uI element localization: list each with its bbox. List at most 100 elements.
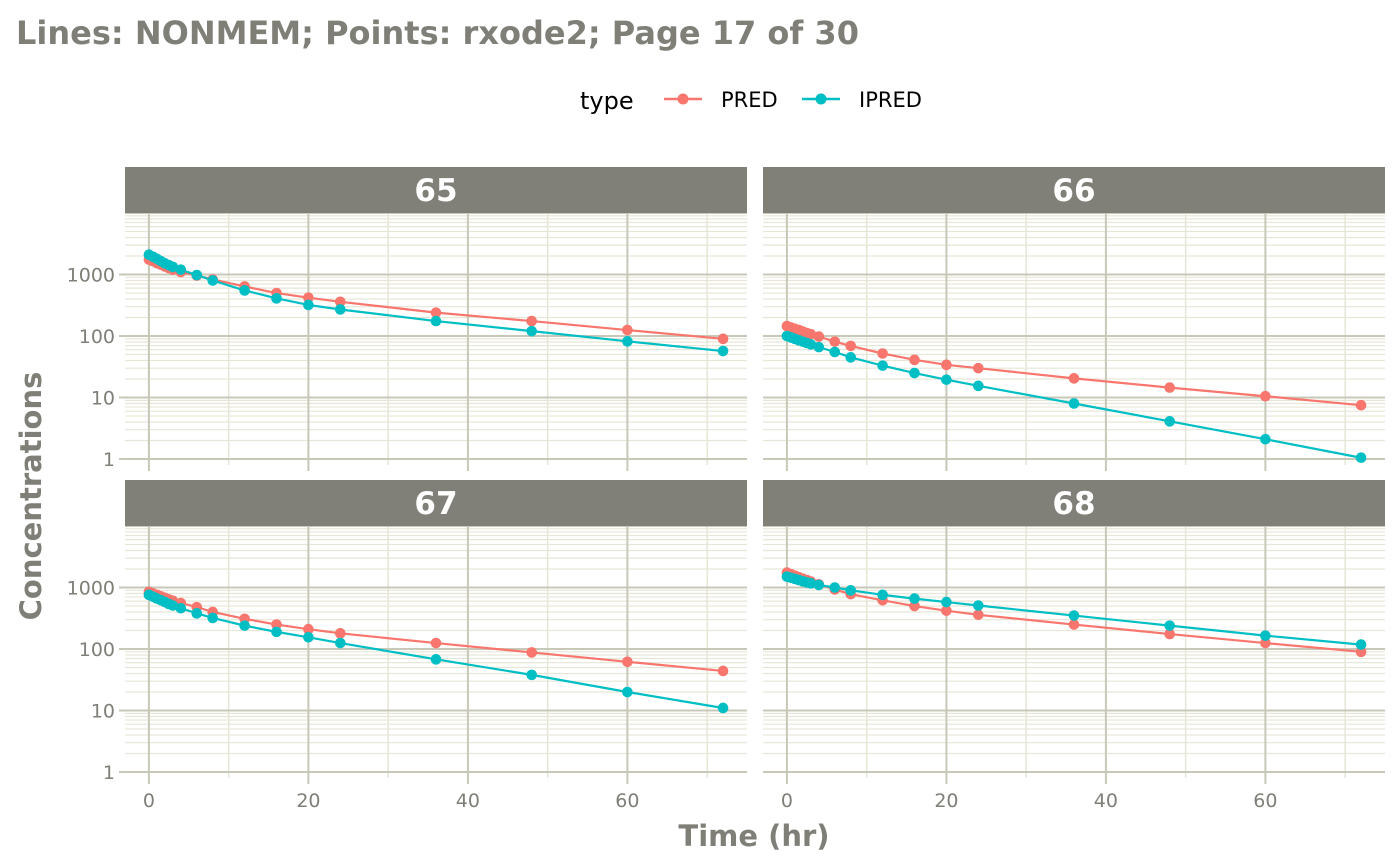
- data-point-ipred: [175, 602, 187, 614]
- x-tick-label: 60: [1253, 790, 1277, 812]
- data-point-pred: [973, 362, 984, 374]
- facet-panel-67: [125, 526, 747, 778]
- y-axis-title: Concentrations: [14, 372, 48, 621]
- facet-strip-label: 65: [414, 173, 457, 209]
- data-point-ipred: [622, 336, 633, 347]
- y-tick-label: 100: [79, 326, 115, 348]
- x-tick-label: 20: [934, 790, 958, 812]
- data-point-ipred: [829, 582, 841, 593]
- data-point-ipred: [1068, 610, 1080, 621]
- data-point-ipred: [805, 578, 817, 589]
- data-point-pred: [1355, 399, 1367, 411]
- data-point-ipred: [303, 632, 314, 643]
- y-tick-label: 1: [103, 449, 115, 471]
- data-point-ipred: [941, 596, 952, 608]
- facet-panel-68: [763, 526, 1385, 778]
- data-point-pred: [805, 328, 817, 340]
- legend-title: type: [580, 87, 634, 115]
- legend-swatch-pred-point: [677, 93, 689, 105]
- data-point-pred: [271, 619, 282, 630]
- data-point-pred: [845, 340, 857, 352]
- facet-strip-66: [763, 167, 1385, 213]
- data-point-pred: [813, 331, 825, 342]
- data-point-pred: [430, 307, 442, 318]
- data-point-ipred: [622, 686, 633, 698]
- data-point-ipred: [303, 299, 314, 311]
- data-point-pred: [717, 333, 729, 345]
- data-point-ipred: [430, 654, 442, 665]
- y-tick-label: 10: [91, 388, 115, 410]
- data-point-pred: [622, 656, 633, 668]
- facet-strip-68: [763, 480, 1385, 526]
- data-point-ipred: [877, 589, 888, 601]
- chart-title: Lines: NONMEM; Points: rxode2; Page 17 o…: [16, 14, 859, 52]
- data-point-pred: [303, 292, 314, 303]
- data-point-ipred: [239, 285, 250, 296]
- data-point-ipred: [1355, 452, 1367, 464]
- data-point-ipred: [207, 275, 219, 286]
- data-point-ipred: [909, 367, 920, 379]
- facet-strip-label: 68: [1052, 486, 1095, 522]
- data-point-pred: [941, 605, 952, 616]
- data-point-pred: [1068, 373, 1080, 384]
- data-point-ipred: [1355, 639, 1367, 650]
- data-point-pred: [877, 348, 888, 359]
- legend-label-pred: PRED: [721, 88, 778, 112]
- data-point-ipred: [191, 269, 203, 281]
- y-tick-label: 10: [91, 701, 115, 723]
- data-point-pred: [1164, 628, 1175, 640]
- data-point-pred: [909, 354, 920, 366]
- data-point-pred: [941, 359, 952, 371]
- data-point-pred: [717, 665, 729, 677]
- data-point-ipred: [175, 264, 187, 275]
- y-tick-label: 100: [79, 639, 115, 661]
- data-point-ipred: [845, 585, 857, 596]
- data-point-ipred: [845, 352, 857, 363]
- data-point-ipred: [167, 261, 179, 273]
- data-point-pred: [829, 336, 841, 347]
- data-point-ipred: [335, 637, 346, 649]
- data-point-ipred: [1260, 433, 1271, 445]
- data-point-pred: [909, 600, 920, 612]
- data-point-pred: [622, 324, 633, 336]
- x-tick-label: 40: [456, 790, 480, 812]
- data-point-ipred: [335, 304, 346, 315]
- legend-label-ipred: IPRED: [859, 88, 922, 112]
- data-point-ipred: [941, 374, 952, 385]
- data-point-pred: [1260, 637, 1271, 649]
- data-point-ipred: [1164, 416, 1175, 427]
- x-tick-label: 40: [1094, 790, 1118, 812]
- legend: type PRED IPRED: [580, 87, 922, 115]
- x-tick-label: 20: [296, 790, 320, 812]
- data-point-pred: [973, 609, 984, 621]
- data-point-ipred: [271, 626, 282, 638]
- facet-strip-67: [125, 480, 747, 526]
- data-point-pred: [335, 628, 346, 639]
- data-point-ipred: [717, 702, 729, 714]
- data-point-pred: [526, 647, 537, 658]
- facet-strip-65: [125, 167, 747, 213]
- data-point-ipred: [1068, 398, 1080, 409]
- x-axis-title: Time (hr): [678, 819, 829, 853]
- facet-panel-66: [763, 213, 1385, 465]
- axes: 1 10 100 1000 1 10 100 1000 0 20 40 60 0 20 40 60: [67, 265, 1278, 812]
- facet-strip-label: 66: [1052, 173, 1095, 209]
- x-tick-label: 0: [781, 790, 793, 812]
- data-point-pred: [526, 315, 537, 327]
- legend-swatch-ipred-point: [815, 93, 827, 105]
- x-tick-label: 0: [143, 790, 155, 812]
- y-tick-label: 1: [103, 762, 115, 784]
- data-point-ipred: [167, 600, 179, 611]
- data-point-ipred: [829, 346, 841, 358]
- facet-strip-label: 67: [414, 486, 457, 522]
- data-point-ipred: [805, 339, 817, 350]
- data-point-ipred: [430, 315, 442, 327]
- data-point-pred: [303, 623, 314, 635]
- data-point-ipred: [973, 600, 984, 611]
- facet-panels: 65 66 67 68: [125, 167, 1385, 778]
- data-point-ipred: [207, 612, 219, 624]
- data-point-ipred: [239, 620, 250, 631]
- data-point-ipred: [909, 593, 920, 604]
- x-tick-label: 60: [615, 790, 639, 812]
